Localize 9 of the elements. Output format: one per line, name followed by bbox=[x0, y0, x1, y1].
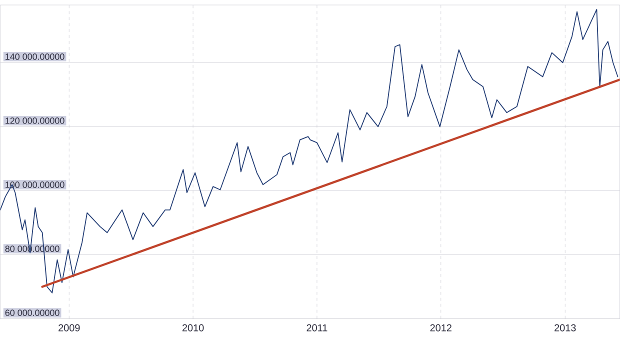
x-tick-label: 2013 bbox=[554, 324, 576, 332]
y-tick-label: 120 000.00000 bbox=[6, 118, 64, 124]
y-tick-label: 140 000.00000 bbox=[6, 54, 64, 60]
x-tick-label: 2011 bbox=[306, 324, 328, 332]
y-tick-label: 100 000.00000 bbox=[6, 182, 64, 188]
x-tick-label: 2012 bbox=[430, 324, 452, 332]
y-tick-label: 60 000.00000 bbox=[5, 310, 60, 316]
x-tick-label: 2010 bbox=[182, 324, 204, 332]
x-tick-label: 2009 bbox=[58, 324, 80, 332]
